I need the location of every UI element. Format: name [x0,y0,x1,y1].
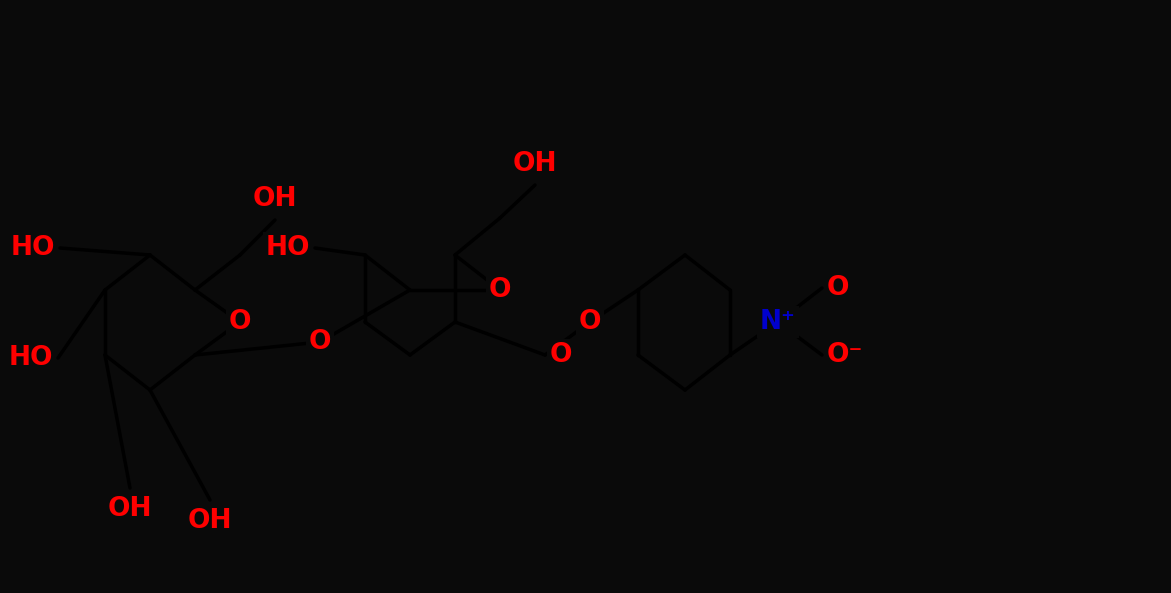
Text: O: O [228,309,252,335]
Text: O⁻: O⁻ [827,342,863,368]
Text: HO: HO [266,235,310,261]
Text: HO: HO [8,345,53,371]
Text: O: O [578,309,601,335]
Text: N⁺: N⁺ [760,309,796,335]
Text: O: O [550,342,573,368]
Text: OH: OH [108,496,152,522]
Text: OH: OH [253,186,297,212]
Text: OH: OH [513,151,557,177]
Text: O: O [827,275,849,301]
Text: O: O [309,329,331,355]
Text: HO: HO [11,235,55,261]
Text: OH: OH [187,508,232,534]
Text: O: O [488,277,512,303]
